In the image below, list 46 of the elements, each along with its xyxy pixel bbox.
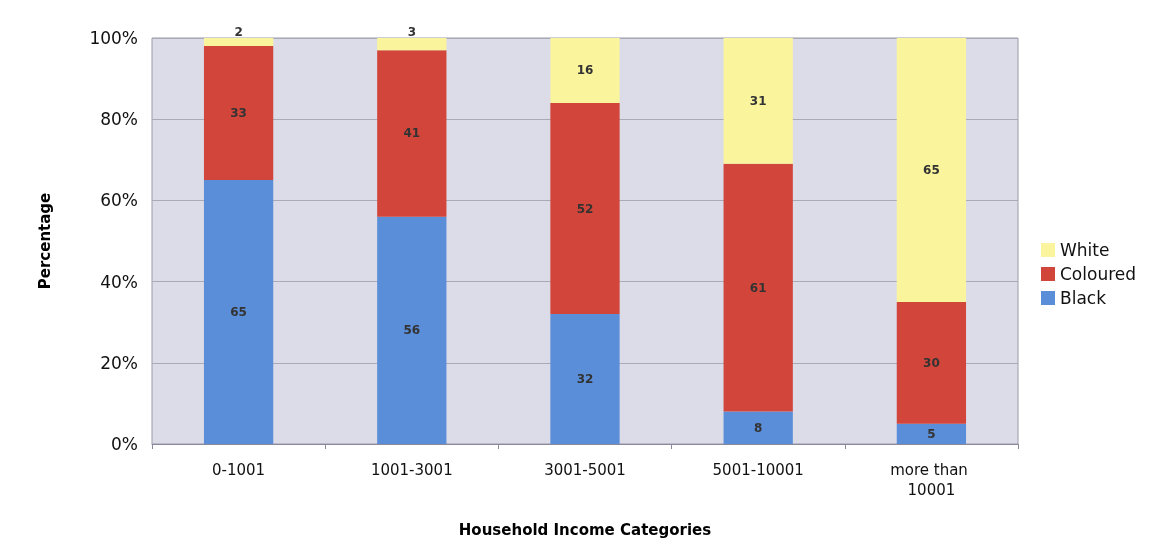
- data-label: 65: [923, 162, 940, 177]
- bar: [203, 180, 274, 444]
- x-tick-label: 3001-5001: [544, 461, 626, 479]
- bar: [896, 38, 967, 302]
- x-tick-label: more than 10001: [890, 461, 973, 499]
- y-tick-label: 100%: [89, 28, 138, 48]
- data-label: 3: [407, 25, 416, 39]
- bar: [896, 423, 967, 444]
- y-axis-title: Percentage: [35, 192, 54, 290]
- bar: [723, 411, 793, 444]
- y-tick-label: 40%: [100, 271, 138, 292]
- bar: [550, 102, 620, 315]
- bar: [377, 38, 447, 51]
- legend-label: Coloured: [1060, 264, 1137, 284]
- legend-label: Black: [1060, 288, 1107, 308]
- bar: [377, 216, 447, 444]
- y-tick-label: 60%: [100, 190, 138, 211]
- data-label: 5: [927, 426, 936, 441]
- y-tick-label: 80%: [100, 109, 138, 130]
- y-tick-label: 20%: [100, 352, 138, 373]
- data-label: 52: [576, 201, 594, 216]
- data-label: 65: [230, 305, 247, 320]
- data-label: 56: [403, 323, 421, 338]
- data-label: 33: [230, 106, 247, 121]
- legend-label: White: [1060, 240, 1110, 260]
- data-label: 61: [749, 280, 767, 295]
- data-label: 8: [754, 420, 763, 435]
- bar: [550, 38, 620, 103]
- bar: [723, 163, 793, 412]
- data-label: 41: [403, 126, 421, 141]
- bar: [377, 50, 447, 217]
- data-label: 30: [923, 355, 940, 370]
- data-label: 2: [234, 25, 243, 39]
- x-tick-label: 5001-10001: [712, 461, 804, 479]
- bar: [203, 38, 274, 47]
- bar: [550, 314, 620, 444]
- x-tick-label: 0-1001: [212, 461, 266, 479]
- data-label: 16: [576, 63, 594, 78]
- bar: [203, 46, 274, 181]
- x-tick-label: 1001-3001: [370, 461, 453, 479]
- data-label: 32: [576, 372, 594, 387]
- bar: [896, 301, 967, 424]
- bar: [723, 38, 793, 164]
- x-axis-title: Household Income Categories: [458, 520, 712, 539]
- y-tick-label: 0%: [111, 434, 138, 454]
- data-label: 31: [749, 93, 767, 108]
